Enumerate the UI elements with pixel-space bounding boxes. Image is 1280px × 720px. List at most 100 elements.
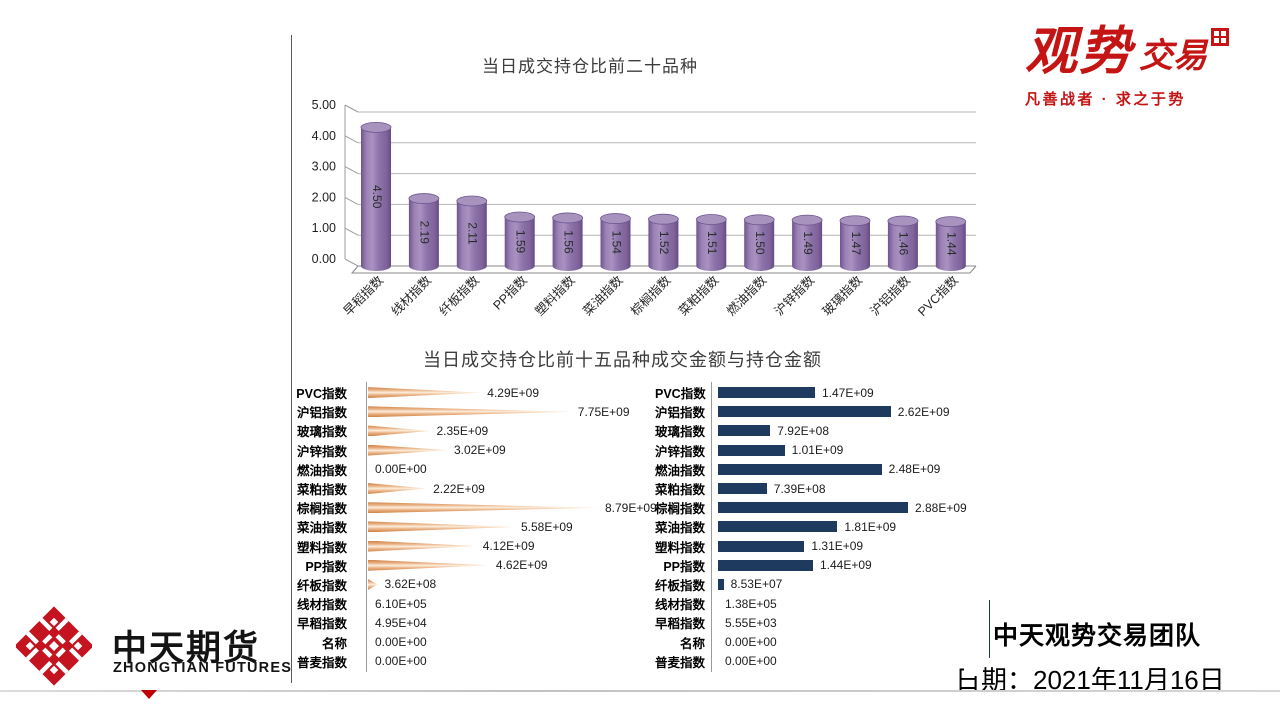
chart-row: PP指数 1.44E+09: [655, 556, 1000, 575]
zhongtian-logo-mark: [16, 606, 92, 686]
bar-value-label: 0.00E+00: [375, 654, 427, 669]
bar-value-label: 8.53E+07: [730, 577, 783, 592]
x-axis-label: 棕榈指数: [628, 272, 674, 318]
cylinder-top-cap: [791, 214, 823, 226]
data-bar: [368, 483, 427, 495]
category-label: 线材指数: [296, 598, 347, 613]
cylinder-top-cap: [695, 214, 727, 225]
chart-row: 线材指数 1.38E+05: [655, 594, 1000, 613]
bar-value-label: 1.52: [657, 231, 671, 255]
position-chart-axis: [711, 382, 712, 672]
chart-row: PVC指数 4.29E+09: [290, 383, 670, 402]
bar-value-label: 2.19: [418, 221, 432, 245]
bar-wrap: 8.53E+07: [718, 577, 782, 591]
chart-row: 玻璃指数 7.92E+08: [655, 421, 1000, 440]
cylinder-bar: [552, 217, 583, 266]
data-bar: [718, 521, 838, 533]
guanshi-logo: 观势 交易 凡善战者 · 求之于势: [1025, 22, 1250, 109]
data-bar: [718, 387, 815, 399]
bar-wrap: 2.88E+09: [718, 501, 967, 515]
cylinder-bar: [935, 221, 966, 266]
chart-row: 纤板指数 3.62E+08: [290, 575, 670, 594]
bar-wrap: 1.31E+09: [718, 539, 863, 553]
cylinder-bar: [648, 219, 679, 266]
chart-row: 普麦指数 0.00E+00: [655, 652, 1000, 671]
category-label: 塑料指数: [655, 540, 706, 555]
cylinder-bar: [600, 218, 631, 266]
bar-wrap: 1.47E+09: [718, 386, 874, 400]
bar-wrap: 0.00E+00: [368, 635, 427, 649]
category-label: PP指数: [663, 559, 705, 574]
cylinder-top-cap: [456, 195, 488, 207]
bar-wrap: 0.00E+00: [718, 635, 777, 649]
date-clip-artifact: [964, 659, 983, 676]
x-axis-label: 玻璃指数: [819, 272, 865, 318]
category-label: PP指数: [305, 559, 347, 574]
category-label: 沪铝指数: [655, 406, 706, 421]
x-axis-label: PP指数: [490, 272, 530, 312]
bar-wrap: 1.01E+09: [718, 443, 843, 457]
bar-value-label: 0.00E+00: [725, 654, 777, 669]
category-label: PVC指数: [296, 387, 347, 402]
chart-row: 棕榈指数 8.79E+09: [290, 498, 670, 517]
x-axis-label: 早稻指数: [340, 272, 386, 318]
data-bar: [368, 540, 476, 552]
y-axis-label: 5.00: [312, 98, 336, 112]
y-axis-label: 0.00: [312, 252, 336, 266]
bar-value-label: 1.46: [897, 232, 911, 256]
category-label: 纤板指数: [655, 578, 706, 593]
bar-wrap: 6.10E+05: [368, 597, 427, 611]
category-label: 早稻指数: [296, 617, 347, 632]
x-axis-label: PVC指数: [914, 272, 961, 319]
cylinder-top-cap: [504, 211, 536, 223]
gridline-connector: [344, 135, 359, 144]
x-axis-label: 沪铝指数: [867, 272, 913, 318]
cylinder-top-cap: [408, 193, 440, 204]
cylinder-bar: [792, 220, 823, 266]
bar-wrap: 7.39E+08: [718, 482, 826, 496]
bottom-charts-title: 当日成交持仓比前十五品种成交金额与持仓金额: [423, 350, 822, 370]
bar-value-label: 8.79E+09: [605, 500, 657, 515]
bar-wrap: 2.62E+09: [718, 405, 950, 419]
y-axis-label: 4.00: [312, 129, 336, 143]
bar-value-label: 2.48E+09: [888, 462, 941, 477]
bar-value-label: 4.29E+09: [487, 385, 540, 400]
bar-value-label: 1.44E+09: [820, 558, 872, 573]
x-axis-label: 塑料指数: [532, 272, 578, 318]
cylinder-top-cap: [648, 213, 679, 225]
bar-value-label: 6.10E+05: [375, 596, 427, 611]
bar-value-label: 7.75E+09: [577, 404, 630, 419]
bar-value-label: 0.00E+00: [375, 462, 427, 477]
chart-row: 燃油指数 2.48E+09: [655, 460, 1000, 479]
bar-wrap: 5.58E+09: [368, 520, 573, 534]
cylinder-bar: [504, 217, 535, 266]
bar-value-label: 1.44: [945, 232, 959, 256]
cylinder-bar: [840, 220, 870, 266]
bar-wrap: 4.12E+09: [368, 539, 535, 553]
bar-wrap: 0.00E+00: [368, 654, 427, 668]
gridline-connector: [344, 166, 359, 175]
bar-value-label: 2.35E+09: [436, 423, 489, 438]
bar-value-label: 1.38E+05: [725, 596, 777, 611]
chart-row: 玻璃指数 2.35E+09: [290, 421, 670, 440]
cylinder-bar: [361, 127, 391, 267]
category-label: 菜油指数: [296, 521, 347, 536]
bar-value-label: 1.59: [514, 230, 528, 254]
bar-wrap: 1.81E+09: [718, 520, 896, 534]
bar-value-label: 4.12E+09: [482, 539, 535, 554]
guanshi-logo-main-text: 观势: [1025, 21, 1134, 82]
chart-row: 沪铝指数 2.62E+09: [655, 402, 1000, 421]
data-bar: [718, 406, 891, 418]
chart-row: 塑料指数 1.31E+09: [655, 537, 1000, 556]
data-bar: [368, 559, 489, 571]
bar-value-label: 2.88E+09: [915, 500, 967, 515]
bar-wrap: 2.22E+09: [368, 482, 485, 496]
y-axis-label: 3.00: [312, 160, 336, 174]
category-label: 纤板指数: [296, 578, 347, 593]
data-bar: [718, 502, 908, 514]
chart-row: 沪铝指数 7.75E+09: [290, 402, 670, 421]
data-bar: [718, 444, 785, 456]
category-label: 沪锌指数: [296, 444, 347, 459]
